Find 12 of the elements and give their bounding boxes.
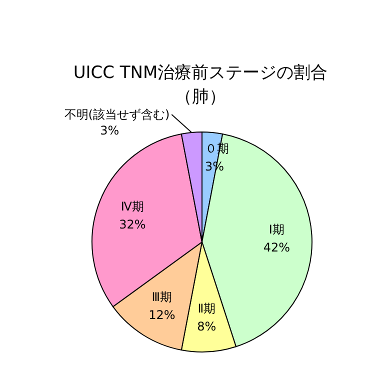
- data-label: 8%: [197, 320, 216, 334]
- data-label: 3%: [100, 123, 120, 138]
- slice-label: 不明(該当せず含む): [64, 107, 170, 122]
- data-label: 42%: [263, 240, 290, 254]
- data-label: 12%: [148, 308, 176, 322]
- slice-label: Ⅳ期: [120, 199, 144, 214]
- chart-subtitle: （肺）: [175, 87, 226, 107]
- slice-label: Ⅲ期: [152, 290, 172, 304]
- chart-title: UICC TNM治療前ステージの割合: [73, 63, 328, 83]
- data-label: 32%: [119, 217, 146, 232]
- slice-label: Ⅰ期: [268, 222, 284, 236]
- slice-label: Ⅱ期: [198, 302, 216, 316]
